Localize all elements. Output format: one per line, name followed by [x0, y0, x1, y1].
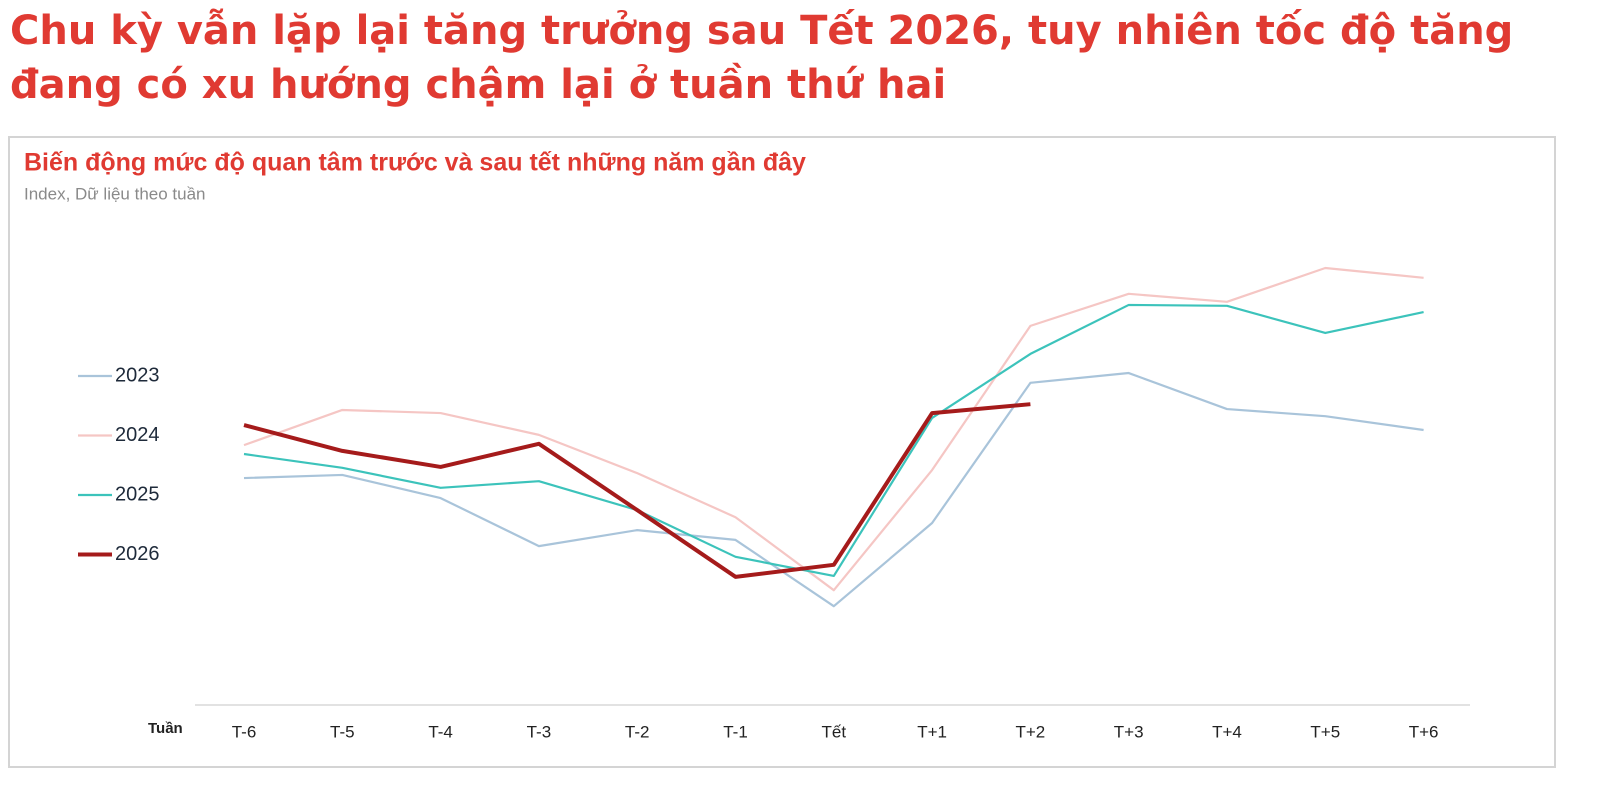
x-tick-label: Tết: [822, 722, 847, 741]
x-tick-label: T-5: [330, 722, 355, 741]
x-tick-label: T+1: [917, 722, 947, 741]
x-tick-label: T-4: [428, 722, 453, 741]
x-tick-label: T-6: [232, 722, 257, 741]
x-tick-label: T-2: [625, 722, 650, 741]
x-tick-label: T+6: [1409, 722, 1439, 741]
series-line: [243, 402, 1031, 579]
x-tick-label: T+3: [1114, 722, 1144, 741]
series-line: [243, 266, 1424, 592]
legend-label: 2023: [115, 364, 160, 386]
chart-subtitle: Biến động mức độ quan tâm trước và sau t…: [24, 149, 806, 177]
chart-card: [8, 136, 1556, 768]
legend-label: 2024: [115, 424, 160, 446]
x-tick-label: T+4: [1212, 722, 1242, 741]
series-line: [243, 371, 1424, 608]
x-tick-label: T-1: [723, 722, 748, 741]
series-line: [243, 303, 1424, 578]
legend-label: 2025: [115, 483, 160, 505]
x-tick-label: T-3: [527, 722, 552, 741]
x-axis-label: Tuần: [148, 720, 183, 737]
x-tick-label: T+5: [1310, 722, 1340, 741]
headline: Chu kỳ vẫn lặp lại tăng trưởng sau Tết 2…: [10, 8, 1514, 108]
y-axis-label: Index, Dữ liệu theo tuần: [24, 184, 206, 203]
x-tick-label: T+2: [1016, 722, 1046, 741]
legend-label: 2026: [115, 543, 160, 565]
